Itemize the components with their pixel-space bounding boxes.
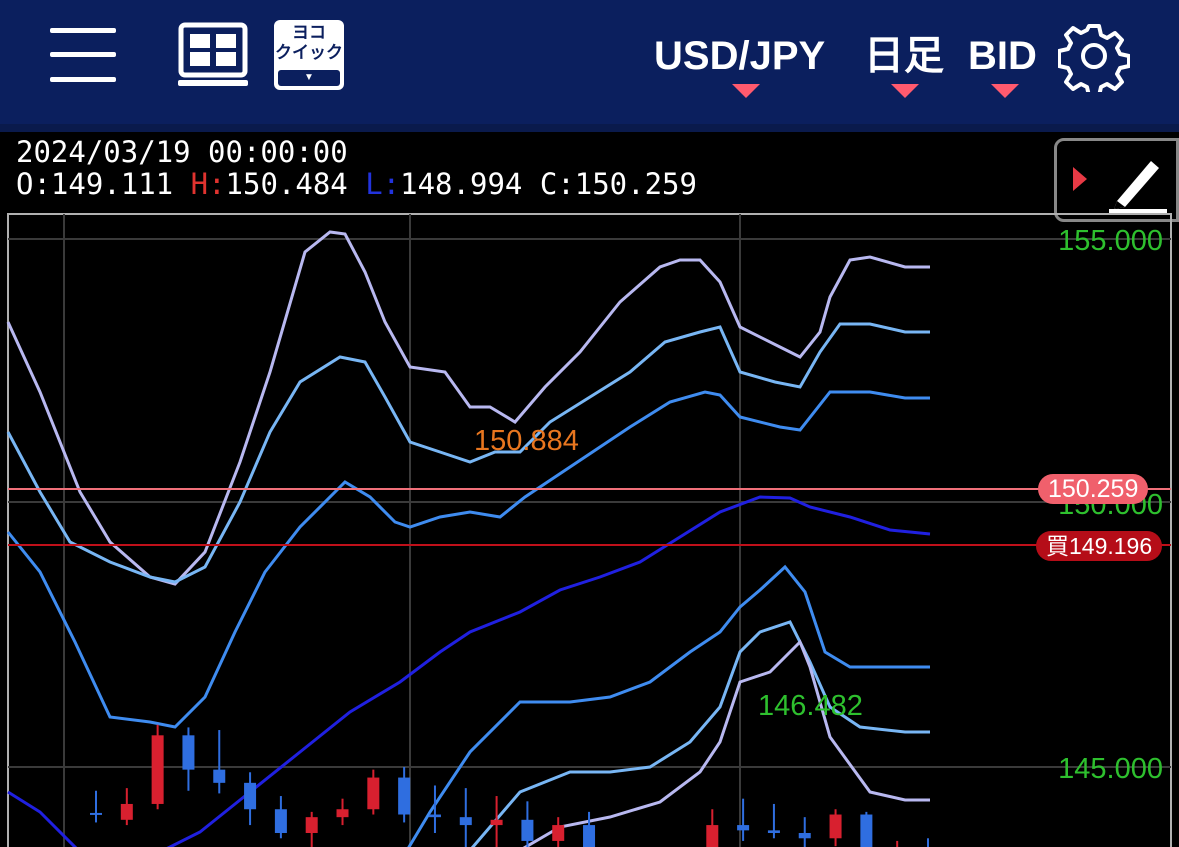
candle [151, 724, 164, 810]
bollinger-line-mid [7, 495, 931, 847]
candle [336, 798, 349, 826]
timeframe-label: 日足 [864, 34, 944, 78]
candle [860, 811, 873, 847]
candle [428, 785, 441, 833]
gear-icon[interactable] [1057, 20, 1131, 98]
candle [182, 727, 195, 791]
low-label: L: [365, 167, 401, 201]
high-marker-label: 150.884 [474, 425, 579, 457]
currency-pair-label: USD/JPY [654, 34, 826, 78]
yoko-quick-button[interactable]: ヨコ クイック ▼ [274, 20, 344, 90]
candle [737, 798, 750, 841]
ohlc-info-panel: 2024/03/19 00:00:00 O:149.111 H:150.484 … [16, 136, 697, 200]
low-marker-label: 146.482 [758, 690, 863, 722]
bollinger-line-band2 [470, 620, 930, 847]
close-value: 150.259 [574, 167, 697, 201]
bollinger-line-band1 [407, 564, 930, 847]
candle [706, 809, 719, 847]
drawing-tools-button[interactable] [1054, 138, 1179, 222]
open-value: 149.111 [50, 167, 174, 201]
triangle-right-icon [1073, 167, 1087, 191]
chevron-down-icon: ▼ [278, 70, 340, 86]
candle [767, 803, 780, 839]
candle [367, 769, 380, 815]
caret-down-icon [732, 84, 760, 98]
pencil-icon [1109, 161, 1167, 213]
y-tick-label: 145.000 [1058, 753, 1163, 785]
high-label: H: [190, 167, 226, 201]
bollinger-line-band3 [522, 639, 930, 847]
yoko-quick-label-line2: クイック [275, 43, 343, 62]
candle [490, 796, 503, 847]
open-label: O: [16, 167, 51, 201]
caret-down-icon [891, 84, 919, 98]
buy-price-badge: 買149.196 [1036, 531, 1163, 561]
yoko-quick-label-line1: ヨコ [292, 23, 326, 42]
candle [459, 788, 472, 847]
toolbar-divider [0, 124, 1179, 132]
candle [213, 730, 226, 794]
caret-down-icon [991, 84, 1019, 98]
candle [305, 811, 318, 847]
candle [120, 788, 133, 826]
price-chart[interactable]: 155.000 150.000 145.000 150.884 146.482 [0, 212, 1179, 847]
candle [829, 809, 842, 847]
high-value: 150.484 [225, 167, 348, 201]
bollinger-line-band1 [6, 390, 930, 729]
candlestick-series [90, 724, 929, 847]
timeframe-dropdown[interactable]: 日足 [864, 32, 944, 98]
bollinger-line-band2 [6, 322, 930, 584]
price-side-dropdown[interactable]: BID [968, 32, 1037, 98]
hamburger-menu-icon[interactable] [46, 22, 122, 88]
candle [583, 811, 596, 847]
candle [896, 840, 899, 847]
bollinger-line-band3 [6, 230, 930, 586]
grid-layout-icon[interactable] [178, 22, 250, 88]
close-label: C: [539, 167, 575, 201]
candle [244, 772, 257, 826]
low-value: 148.994 [400, 167, 523, 201]
y-tick-label: 155.000 [1058, 225, 1163, 257]
candle-datetime: 2024/03/19 00:00:00 [16, 135, 348, 169]
candle [552, 817, 565, 847]
current-price-badge: 150.259 [1038, 474, 1149, 504]
bollinger-bands [6, 230, 931, 847]
candle [274, 796, 287, 839]
chart-gridlines [8, 214, 1171, 847]
candle [398, 767, 411, 823]
price-side-label: BID [968, 34, 1037, 78]
candle [798, 817, 811, 847]
candle [927, 838, 929, 847]
candle [521, 801, 534, 847]
candle [90, 790, 102, 823]
currency-pair-dropdown[interactable]: USD/JPY [654, 32, 826, 98]
